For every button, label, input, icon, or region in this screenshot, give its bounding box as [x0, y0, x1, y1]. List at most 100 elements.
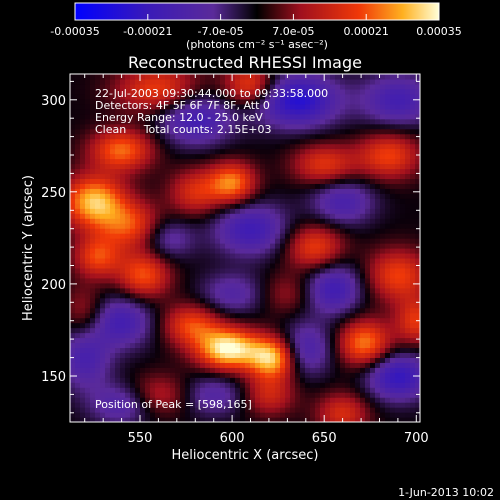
heatmap-cell: [275, 317, 281, 324]
heatmap-cell: [195, 327, 201, 334]
heatmap-cell: [275, 407, 281, 413]
heatmap-cell: [310, 248, 316, 254]
heatmap-cell: [190, 183, 196, 189]
heatmap-cell: [170, 362, 176, 368]
heatmap-cell: [355, 342, 361, 349]
heatmap-cell: [380, 173, 386, 179]
heatmap-cell: [385, 133, 391, 140]
heatmap-cell: [315, 387, 321, 393]
heatmap-cell: [340, 267, 346, 274]
heatmap-cell: [225, 262, 231, 269]
heatmap-cell: [385, 108, 391, 115]
heatmap-cell: [355, 208, 361, 214]
heatmap-cell: [220, 198, 226, 204]
heatmap-cell: [110, 407, 116, 413]
heatmap-cell: [395, 362, 401, 368]
heatmap-cell: [365, 307, 371, 314]
heatmap-cell: [355, 347, 361, 353]
heatmap-cell: [170, 78, 176, 85]
heatmap-cell: [415, 402, 420, 408]
heatmap-cell: [205, 417, 211, 422]
heatmap-cell: [90, 148, 96, 155]
heatmap-cell: [235, 257, 241, 264]
heatmap-cell: [395, 297, 401, 304]
heatmap-cell: [290, 158, 296, 165]
heatmap-cell: [200, 357, 206, 363]
heatmap-cell: [185, 218, 191, 224]
heatmap-cell: [180, 357, 186, 363]
heatmap-cell: [275, 402, 281, 408]
heatmap-cell: [320, 228, 326, 234]
heatmap-cell: [260, 223, 266, 229]
heatmap-cell: [130, 148, 136, 155]
heatmap-cell: [335, 133, 341, 140]
heatmap-cell: [170, 208, 176, 214]
heatmap-cell: [295, 203, 301, 209]
heatmap-cell: [205, 153, 211, 160]
heatmap-cell: [395, 228, 401, 234]
heatmap-cell: [310, 118, 316, 125]
heatmap-cell: [150, 372, 156, 378]
heatmap-cell: [165, 317, 171, 324]
heatmap-cell: [125, 372, 131, 378]
heatmap-cell: [180, 183, 186, 189]
heatmap-cell: [95, 103, 101, 110]
heatmap-cell: [335, 88, 341, 95]
heatmap-cell: [315, 332, 321, 339]
heatmap-cell: [210, 267, 216, 274]
heatmap-cell: [250, 228, 256, 234]
heatmap-cell: [405, 128, 411, 135]
heatmap-cell: [80, 188, 86, 194]
heatmap-cell: [270, 148, 276, 155]
heatmap-cell: [370, 83, 376, 90]
heatmap-cell: [75, 198, 81, 204]
heatmap-cell: [295, 218, 301, 224]
axis-ticks: [70, 74, 420, 422]
heatmap-cell: [105, 78, 111, 85]
heatmap-cell: [320, 248, 326, 254]
heatmap-cell: [365, 347, 371, 353]
heatmap-cell: [80, 163, 86, 170]
heatmap-cell: [260, 103, 266, 110]
heatmap-cell: [250, 223, 256, 229]
heatmap-cell: [245, 337, 251, 344]
heatmap-cell: [80, 337, 86, 344]
heatmap-cell: [250, 153, 256, 160]
heatmap-cell: [325, 337, 331, 344]
heatmap-cell: [245, 198, 251, 204]
heatmap-cell: [265, 208, 271, 214]
heatmap-cell: [255, 198, 261, 204]
heatmap-cell: [390, 158, 396, 165]
heatmap-cell: [215, 302, 221, 309]
heatmap-cell: [300, 233, 306, 239]
heatmap-cell: [260, 292, 266, 299]
heatmap-cell: [135, 397, 141, 403]
heatmap-cell: [130, 312, 136, 319]
heatmap-cell: [280, 243, 286, 249]
heatmap-cell: [315, 262, 321, 269]
heatmap-cell: [130, 352, 136, 358]
heatmap-cell: [245, 158, 251, 165]
heatmap-cell: [90, 257, 96, 264]
heatmap-cell: [160, 402, 166, 408]
heatmap-cell: [110, 218, 116, 224]
heatmap-cell: [395, 337, 401, 344]
heatmap-cell: [245, 163, 251, 170]
heatmap-cell: [320, 292, 326, 299]
heatmap-cell: [225, 277, 231, 284]
heatmap-cell: [155, 297, 161, 304]
heatmap-cell: [285, 128, 291, 135]
heatmap-cell: [130, 252, 136, 259]
heatmap-cell: [320, 412, 326, 418]
heatmap-cell: [105, 173, 111, 179]
heatmap-cell: [150, 158, 156, 165]
heatmap-cell: [120, 407, 126, 413]
heatmap-cell: [255, 287, 261, 294]
heatmap-cell: [125, 183, 131, 189]
heatmap-cell: [245, 312, 251, 319]
heatmap-cell: [185, 297, 191, 304]
heatmap-cell: [290, 312, 296, 319]
heatmap-cell: [170, 123, 176, 130]
heatmap-cell: [90, 233, 96, 239]
